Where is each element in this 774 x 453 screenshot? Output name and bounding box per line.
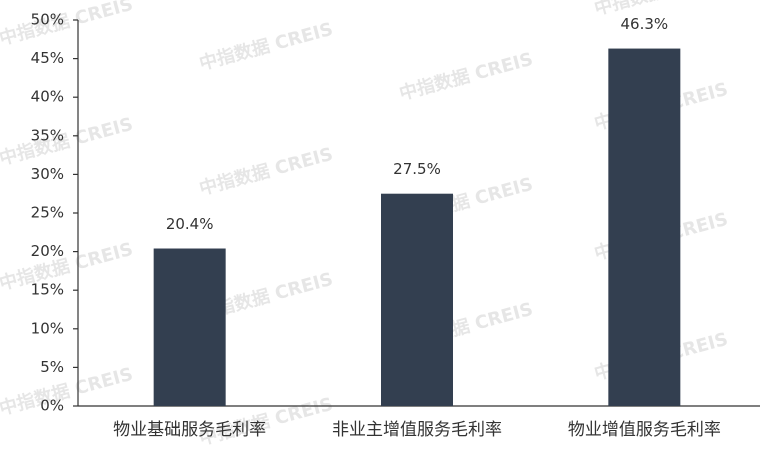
y-tick-label: 30% bbox=[31, 165, 64, 183]
y-tick-label: 0% bbox=[40, 397, 64, 415]
y-tick-label: 5% bbox=[40, 358, 64, 376]
watermark: 中指数据 CREIS bbox=[0, 113, 135, 170]
data-label: 27.5% bbox=[393, 160, 441, 178]
watermark: 中指数据 CREIS bbox=[397, 48, 535, 105]
y-tick-label: 20% bbox=[31, 242, 64, 260]
y-tick-label: 50% bbox=[31, 11, 64, 29]
plot: 0% 5% 10% 15% 20% 25% 30% 35% 40% 45% 50% 物业基础服务毛利率… bbox=[31, 11, 760, 440]
x-tick-label: 物业增值服务毛利率 bbox=[568, 420, 721, 440]
watermark: 中指数据 CREIS bbox=[197, 18, 335, 75]
x-tick-label: 非业主增值服务毛利率 bbox=[332, 420, 502, 440]
x-tick-label: 物业基础服务毛利率 bbox=[113, 420, 266, 440]
watermark: 中指数据 CREIS bbox=[0, 363, 135, 420]
y-tick-label: 25% bbox=[31, 204, 64, 222]
watermark: 中指数据 CREIS bbox=[197, 143, 335, 200]
data-label: 46.3% bbox=[621, 15, 669, 33]
y-tick-label: 10% bbox=[31, 319, 64, 337]
bar bbox=[381, 193, 453, 406]
bar bbox=[153, 248, 226, 406]
watermark: 中指数据 CREIS bbox=[0, 238, 135, 295]
y-tick-label: 40% bbox=[31, 88, 64, 106]
data-label: 20.4% bbox=[166, 215, 214, 233]
y-tick-label: 35% bbox=[31, 126, 64, 144]
y-tick-label: 15% bbox=[31, 281, 64, 299]
watermark: 中指数据 CREIS bbox=[0, 0, 135, 50]
bar bbox=[608, 48, 681, 407]
y-tick-label: 45% bbox=[31, 49, 64, 67]
